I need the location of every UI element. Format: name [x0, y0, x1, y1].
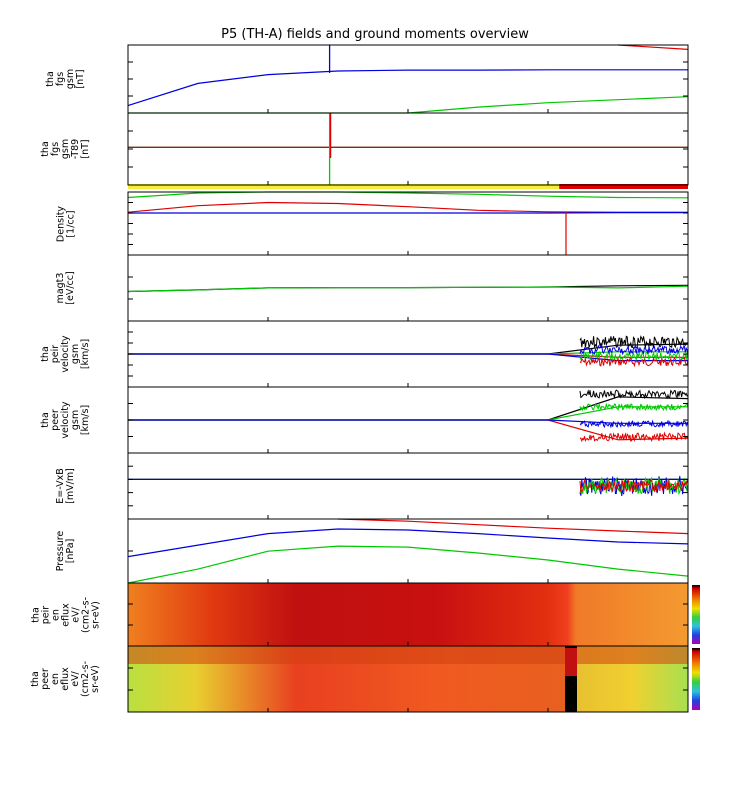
ylabel-peer_vel: tha peer velocity gsm [km/s]: [40, 387, 92, 453]
ylabel-line: en: [50, 608, 61, 621]
peir-vy-noise: [579, 350, 689, 362]
ylabel-fgs_t89: tha fgs gsm -T89 [nT]: [40, 113, 92, 185]
ylabel-line: [nT]: [80, 139, 91, 159]
ylabel-line: [km/s]: [80, 338, 91, 370]
ylabel-peer_en: tha peer en eflux eV/(cm2-s-sr-eV): [30, 646, 101, 712]
ylabel-line: [mV/m]: [65, 468, 76, 504]
peir-spectrogram: [128, 583, 688, 646]
peer-vz-noise: [579, 431, 689, 443]
series-line-temperature-ti_perp: [127, 285, 689, 293]
ylabel-line: sr-eV): [90, 665, 101, 693]
series-line-pressure-Pe: [127, 545, 689, 584]
series-line-density-Ni: [127, 191, 689, 199]
ylabel-density: Density [1/cc]: [40, 192, 92, 255]
colorbar-peer: [692, 648, 700, 710]
panel-frame-fgs: [127, 44, 689, 114]
ylabel-line: Density: [55, 205, 66, 242]
peer-vy-noise: [579, 402, 689, 412]
ylabel-temp: magt3 [eV/cc]: [40, 255, 92, 321]
ylabel-line: eflux: [60, 602, 71, 627]
series-line-peer-velocity-Vy: [128, 406, 688, 421]
ylabel-line: [nPa]: [65, 538, 76, 564]
ylabel-line: peir: [40, 605, 51, 624]
peer-vx-noise: [579, 419, 689, 429]
series-line-pressure-Pi: [127, 528, 689, 558]
panel-frame-fgs_t89: [127, 112, 689, 186]
series-line-temperature-te_perp: [127, 284, 689, 293]
peer-spectrogram-gap-top: [565, 648, 577, 676]
series-line-fgs-gsm-bz: [617, 44, 689, 50]
ylabel-line: (cm2-s-: [80, 596, 91, 633]
colorbar-peir: [692, 585, 700, 644]
series-line-density-Ne: [127, 201, 688, 213]
panel-frame-density: [127, 191, 689, 256]
series-line-fgs-gsm-bx: [127, 69, 688, 107]
ylabel-line: [eV/cc]: [65, 271, 76, 305]
series-line-peir-velocity-Vx: [128, 353, 688, 362]
status-bar-fast: [559, 184, 688, 189]
efield-ez-noise: [579, 478, 689, 494]
ylabel-fgs: tha fgs gsm [nT]: [40, 45, 92, 113]
ylabel-efield: E=-VxB [mV/m]: [40, 453, 92, 519]
ylabel-pressure: Pressure [nPa]: [40, 519, 92, 583]
ylabel-line: [km/s]: [80, 404, 91, 436]
ylabel-peir_en: tha peir en eflux eV/(cm2-s-sr-eV): [30, 583, 101, 646]
peer-vt-noise: [579, 389, 689, 400]
chart-title: P5 (TH-A) fields and ground moments over…: [221, 27, 529, 42]
ylabel-line: [nT]: [75, 69, 86, 89]
panel-frame-pressure: [127, 518, 689, 584]
peer-spectrogram-top-band: [128, 646, 688, 664]
ylabel-peir_vel: tha peir velocity gsm [km/s]: [40, 321, 92, 387]
peir-vt-noise: [579, 335, 689, 349]
peir-vx-noise: [579, 344, 689, 356]
ylabel-line: eV/: [70, 606, 81, 623]
series-line-pressure-Pb: [337, 518, 689, 535]
ylabel-line: tha: [30, 606, 41, 623]
ylabel-line: sr-eV): [90, 600, 101, 629]
ylabel-line: [1/cc]: [65, 209, 76, 238]
status-bar-slow: [128, 184, 560, 189]
series-line-peer-velocity-Vx: [128, 419, 688, 424]
peir-vz-noise: [579, 356, 689, 368]
